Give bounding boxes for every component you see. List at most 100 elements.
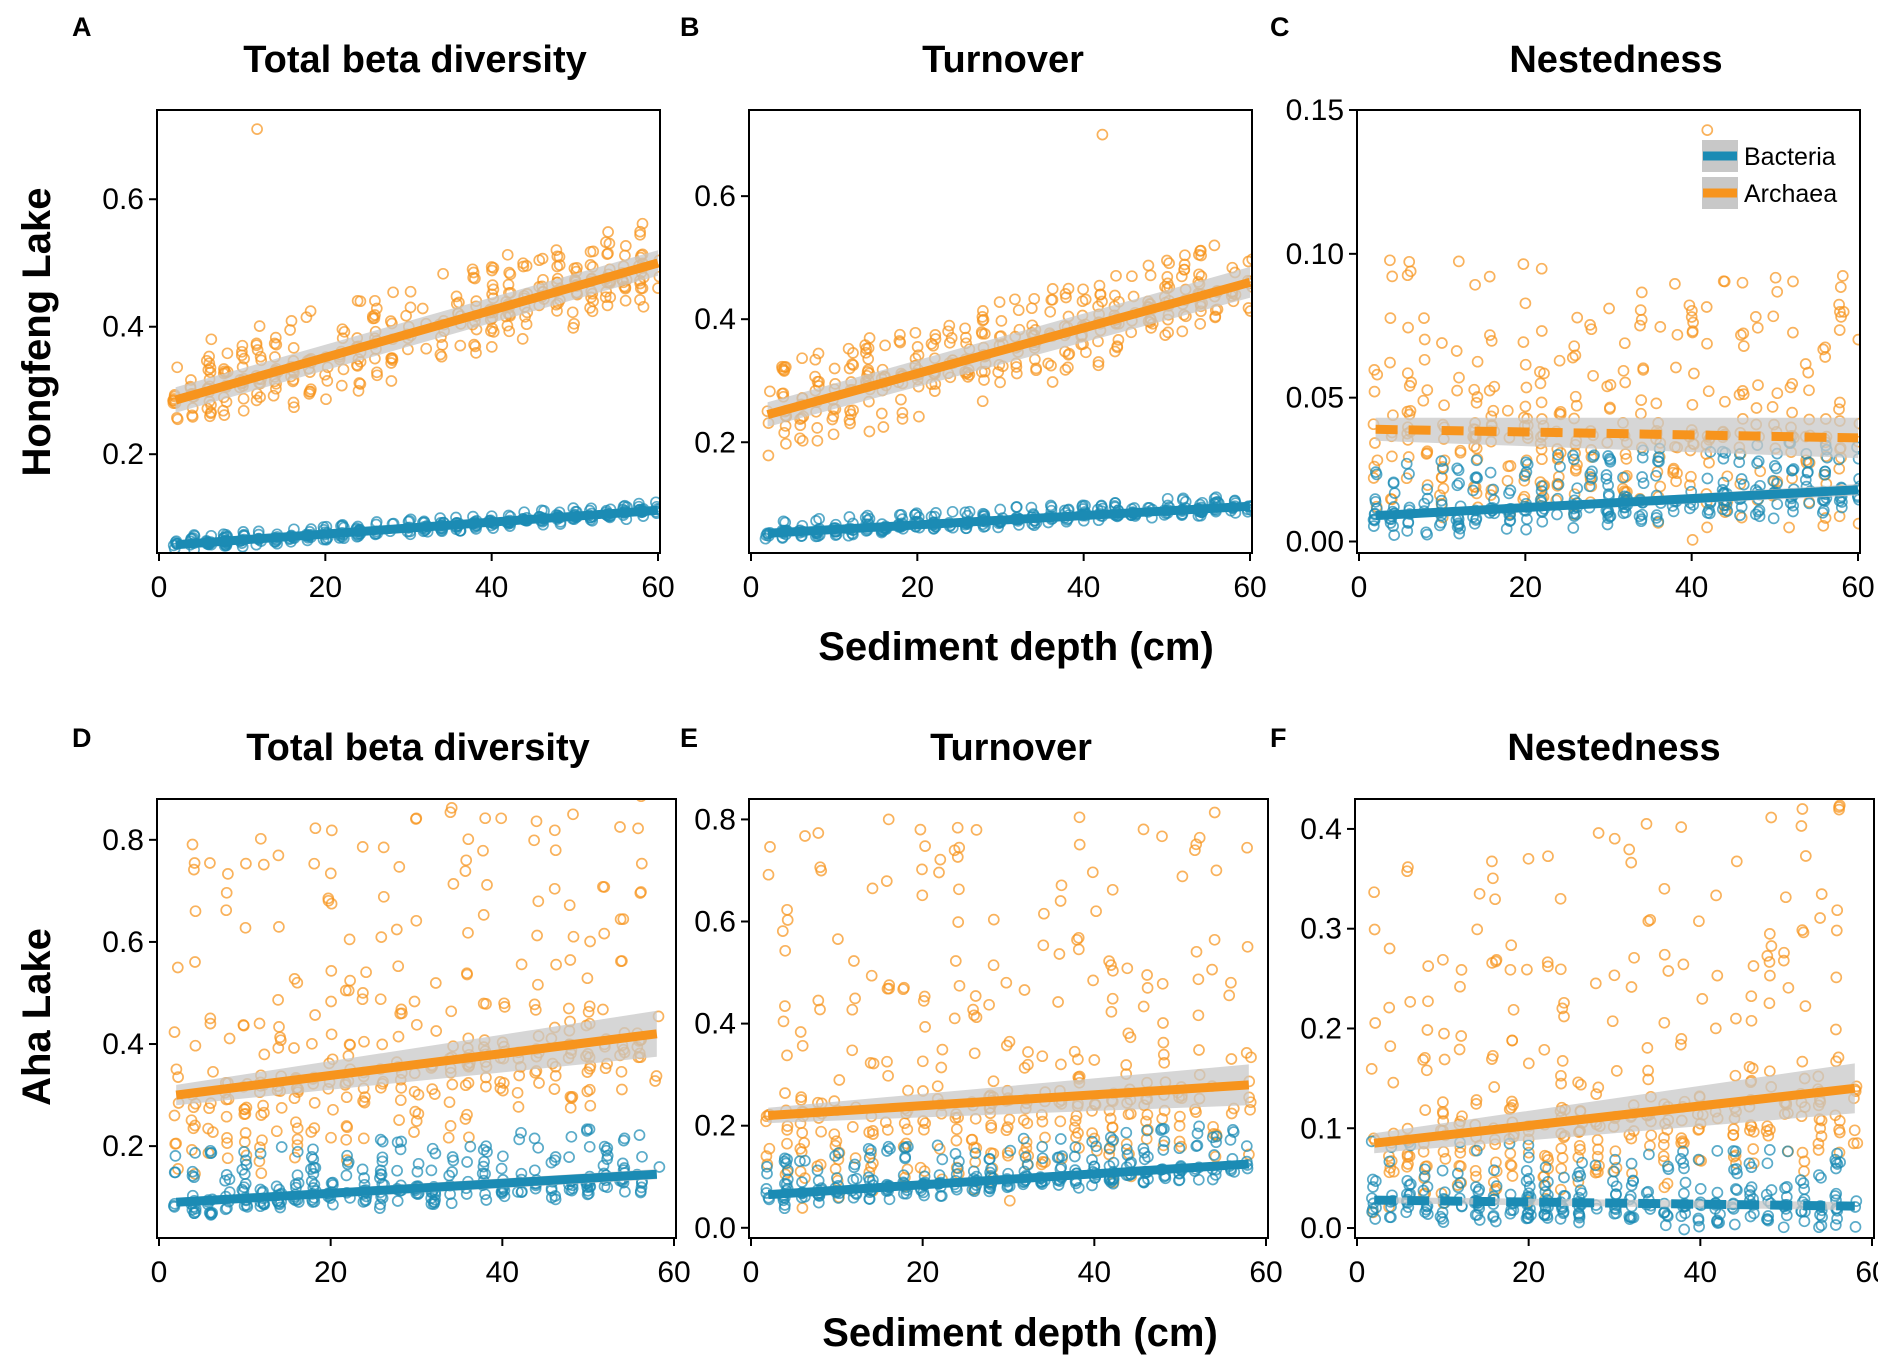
data-point xyxy=(289,1151,301,1164)
data-point xyxy=(497,1077,510,1089)
x-tick-label: 60 xyxy=(641,571,674,604)
panel-title: Total beta diversity xyxy=(246,727,590,769)
data-point xyxy=(373,1202,386,1214)
data-point xyxy=(1535,480,1548,492)
data-point xyxy=(1573,1139,1586,1152)
data-point xyxy=(204,410,216,423)
data-point xyxy=(308,1097,321,1109)
data-point xyxy=(634,887,647,899)
data-point xyxy=(1766,401,1779,413)
data-point xyxy=(949,1147,962,1160)
data-point xyxy=(1486,957,1498,969)
data-point xyxy=(844,417,856,430)
data-point xyxy=(1554,405,1567,418)
data-point xyxy=(1021,1117,1034,1130)
data-point xyxy=(430,1025,443,1037)
y-tick-label: 0.2 xyxy=(102,1130,144,1163)
data-point xyxy=(1069,1114,1082,1127)
data-point xyxy=(1600,472,1613,485)
data-point xyxy=(1829,1219,1842,1231)
data-point xyxy=(583,1140,596,1153)
data-point xyxy=(1404,265,1417,278)
data-point xyxy=(1055,1058,1067,1071)
data-point xyxy=(1073,838,1086,851)
data-point xyxy=(1777,954,1790,967)
data-point xyxy=(1574,1143,1586,1156)
data-point xyxy=(428,1088,441,1100)
data-point xyxy=(188,857,201,869)
data-point xyxy=(614,821,626,833)
plot-frame xyxy=(748,798,1269,1239)
row-label-aha: Aha Lake xyxy=(15,928,59,1106)
data-point xyxy=(1401,865,1413,878)
plot-area xyxy=(167,123,660,553)
data-point xyxy=(1610,1065,1623,1077)
data-point xyxy=(1637,477,1650,490)
data-point xyxy=(1469,278,1481,291)
data-point xyxy=(1733,388,1746,401)
data-point xyxy=(255,1167,268,1180)
data-point xyxy=(532,978,544,991)
data-point xyxy=(916,863,928,876)
data-point xyxy=(1454,980,1466,993)
data-point xyxy=(1107,964,1119,977)
data-point xyxy=(1539,1161,1552,1173)
data-point xyxy=(1194,318,1207,330)
data-point xyxy=(340,1120,353,1132)
data-point xyxy=(1208,806,1221,819)
data-point xyxy=(253,1017,266,1030)
data-point xyxy=(1417,1184,1430,1197)
data-point xyxy=(207,1126,219,1138)
data-point xyxy=(528,1164,541,1177)
data-point xyxy=(1709,1022,1722,1035)
data-point xyxy=(391,1136,404,1149)
data-point xyxy=(1091,1144,1103,1157)
data-point xyxy=(1642,915,1655,927)
data-point xyxy=(865,969,878,982)
data-point xyxy=(863,425,876,438)
data-point xyxy=(1109,345,1121,358)
data-point xyxy=(376,1038,389,1051)
data-point xyxy=(1700,301,1713,313)
panel-title: Nestedness xyxy=(1507,727,1720,769)
data-point xyxy=(948,1012,961,1025)
data-point xyxy=(1749,311,1762,323)
data-point xyxy=(633,1129,646,1141)
data-point xyxy=(303,386,316,398)
x-tick-label: 40 xyxy=(486,1256,519,1289)
data-point xyxy=(1176,325,1189,338)
data-point xyxy=(1454,1160,1467,1173)
x-tick-label: 20 xyxy=(906,1256,939,1289)
data-point xyxy=(1086,866,1099,879)
data-point xyxy=(1489,893,1501,906)
data-point xyxy=(1469,1209,1482,1221)
data-point xyxy=(1451,462,1464,475)
data-point xyxy=(977,313,990,326)
data-point xyxy=(1765,940,1778,952)
data-point xyxy=(325,965,338,977)
data-point xyxy=(1471,391,1484,403)
data-point xyxy=(548,824,561,837)
data-point xyxy=(515,958,528,971)
data-point xyxy=(1555,1077,1567,1090)
data-point xyxy=(635,857,648,870)
data-point xyxy=(1658,1207,1670,1219)
data-point xyxy=(794,1142,807,1155)
data-point xyxy=(1568,510,1581,522)
data-point xyxy=(341,1158,354,1171)
data-point xyxy=(202,364,215,376)
data-point xyxy=(1402,861,1414,873)
data-point xyxy=(1658,882,1671,895)
data-point xyxy=(781,1124,793,1136)
data-point xyxy=(1504,484,1517,497)
data-point xyxy=(275,1102,288,1114)
data-point xyxy=(386,354,399,366)
data-point xyxy=(1677,1145,1689,1158)
data-point xyxy=(584,302,596,314)
data-point xyxy=(867,1057,880,1070)
data-point xyxy=(919,840,931,852)
data-point xyxy=(902,1084,914,1097)
data-point xyxy=(1520,466,1533,478)
data-point xyxy=(1667,466,1679,479)
